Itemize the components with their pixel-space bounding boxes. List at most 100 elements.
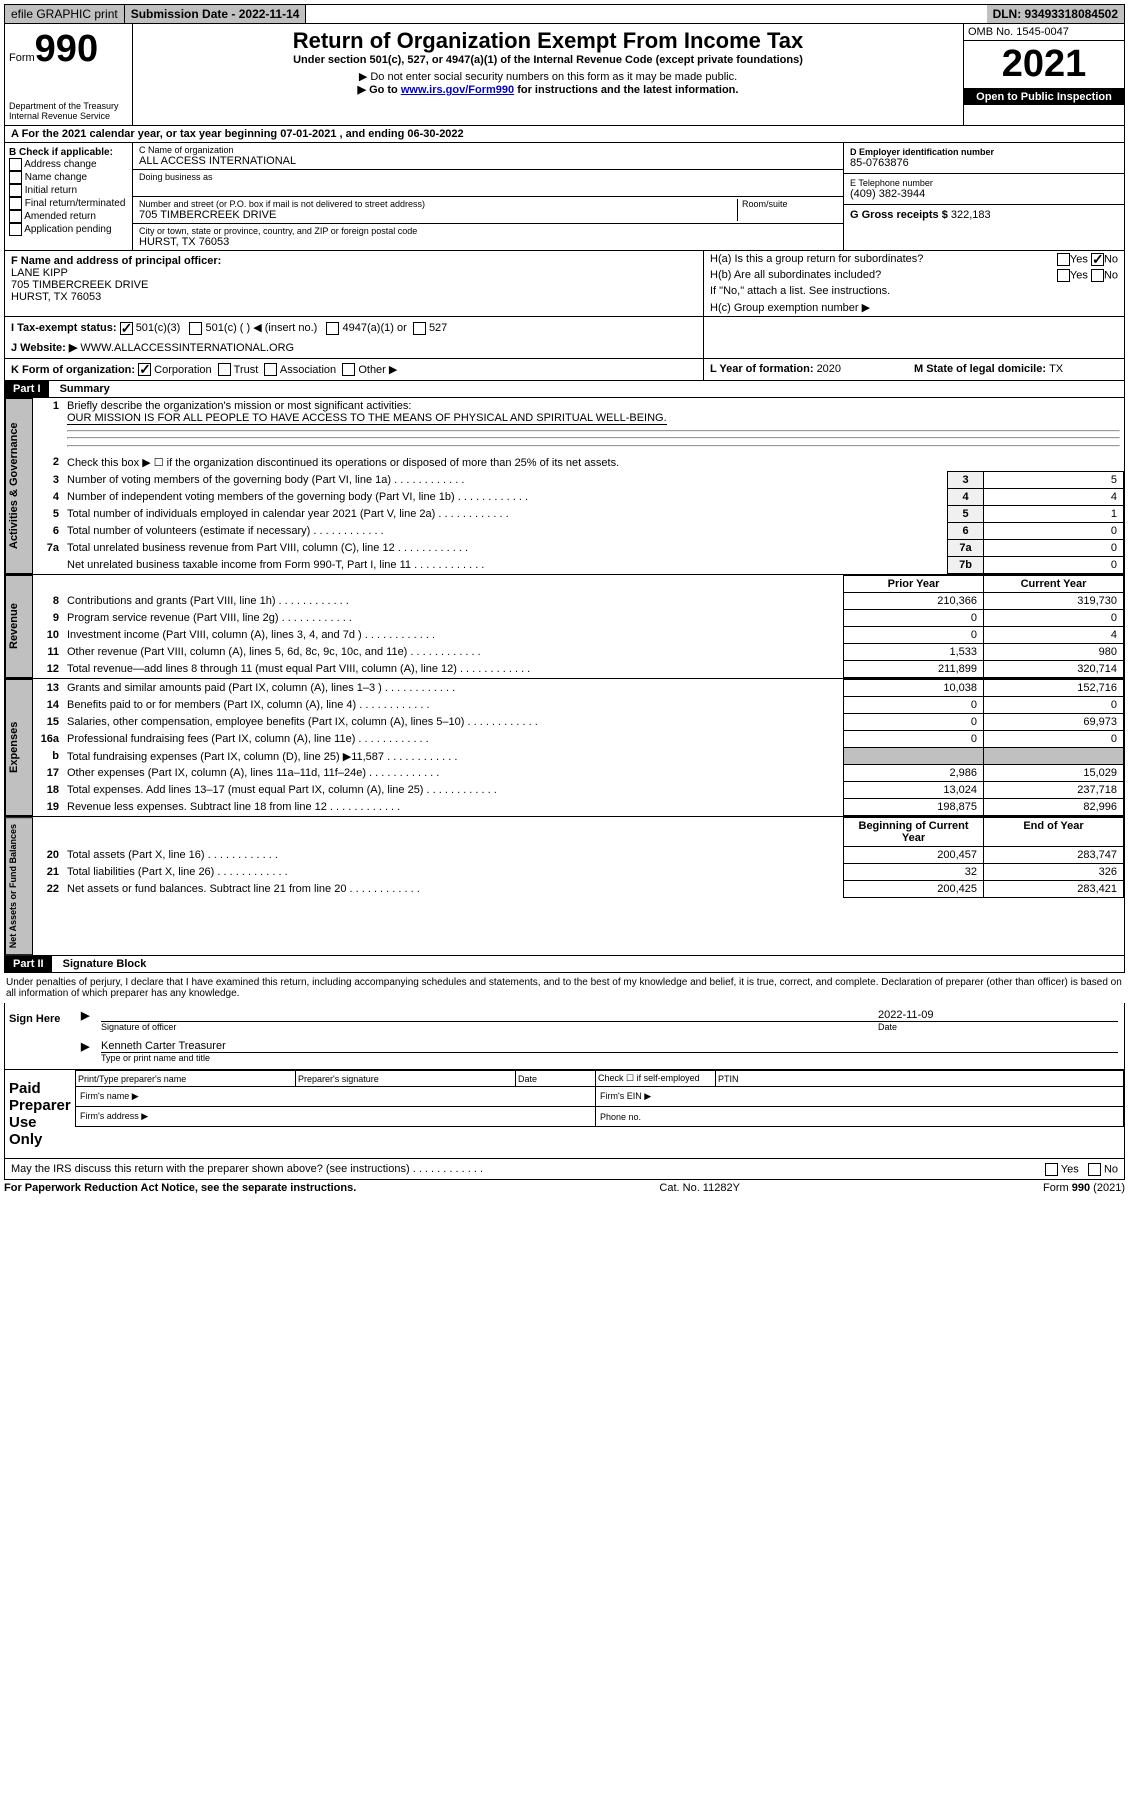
form-header: Form990 Department of the Treasury Inter…	[4, 24, 1125, 126]
line-desc: Number of independent voting members of …	[63, 489, 948, 506]
row-k-label: K Form of organization:	[11, 364, 135, 376]
line-num: 20	[33, 847, 63, 864]
chk-app-pending[interactable]	[9, 223, 22, 236]
penalty-text: Under penalties of perjury, I declare th…	[4, 973, 1125, 1003]
section-h: H(a) Is this a group return for subordin…	[704, 251, 1124, 316]
phone-value: (409) 382-3944	[850, 188, 1118, 200]
paid-preparer-block: Paid Preparer Use Only Print/Type prepar…	[4, 1070, 1125, 1159]
firm-name-label: Firm's name ▶	[76, 1087, 596, 1107]
governance-lines: 1 Briefly describe the organization's mi…	[33, 398, 1124, 574]
chk-discuss-yes[interactable]	[1045, 1163, 1058, 1176]
section-fh: F Name and address of principal officer:…	[4, 251, 1125, 317]
goto-prefix: ▶ Go to	[358, 84, 401, 96]
chk-other[interactable]	[342, 363, 355, 376]
preparer-table: Print/Type preparer's name Preparer's si…	[75, 1070, 1124, 1127]
year-formation: 2020	[817, 363, 841, 375]
prior-val	[844, 748, 984, 765]
line-desc: Other expenses (Part IX, column (A), lin…	[63, 765, 844, 782]
part1-body: Activities & Governance 1 Briefly descri…	[4, 398, 1125, 956]
row-j-label: J Website: ▶	[11, 342, 77, 354]
line-num: 17	[33, 765, 63, 782]
current-val: 283,421	[984, 881, 1124, 898]
opt-trust: Trust	[234, 364, 259, 376]
website-value: WWW.ALLACCESSINTERNATIONAL.ORG	[80, 342, 294, 354]
opt-initial-return: Initial return	[25, 185, 77, 196]
chk-501c[interactable]	[189, 322, 202, 335]
chk-ha-no[interactable]	[1091, 253, 1104, 266]
current-val: 283,747	[984, 847, 1124, 864]
chk-trust[interactable]	[218, 363, 231, 376]
current-val: 320,714	[984, 661, 1124, 678]
chk-discuss-no[interactable]	[1088, 1163, 1101, 1176]
line-box: 7b	[948, 557, 984, 574]
opt-4947: 4947(a)(1) or	[343, 322, 407, 334]
prior-val: 1,533	[844, 644, 984, 661]
officer-name: LANE KIPP	[11, 267, 697, 279]
hdr-end-year: End of Year	[984, 818, 1124, 847]
prep-name-label: Print/Type preparer's name	[76, 1071, 296, 1087]
chk-amended[interactable]	[9, 210, 22, 223]
firm-phone-label: Phone no.	[596, 1107, 1124, 1127]
current-val: 237,718	[984, 782, 1124, 799]
arrow-icon: ▶	[81, 1009, 101, 1022]
paperwork-notice: For Paperwork Reduction Act Notice, see …	[4, 1182, 356, 1194]
line-num: 4	[33, 489, 63, 506]
chk-hb-yes[interactable]	[1057, 269, 1070, 282]
phone-label: E Telephone number	[850, 178, 1118, 188]
line-desc: Grants and similar amounts paid (Part IX…	[63, 680, 844, 697]
chk-527[interactable]	[413, 322, 426, 335]
prior-val: 211,899	[844, 661, 984, 678]
chk-name-change[interactable]	[9, 171, 22, 184]
current-val: 980	[984, 644, 1124, 661]
topbar: efile GRAPHIC print Submission Date - 20…	[4, 4, 1125, 24]
netassets-lines: Beginning of Current Year End of Year 20…	[33, 817, 1124, 898]
prior-val: 10,038	[844, 680, 984, 697]
opt-assoc: Association	[280, 364, 336, 376]
line-num: 7a	[33, 540, 63, 557]
line-num: 3	[33, 472, 63, 489]
ha-yes: Yes	[1070, 253, 1088, 265]
line-desc: Number of voting members of the governin…	[63, 472, 948, 489]
prior-val: 0	[844, 627, 984, 644]
warn-goto: ▶ Go to www.irs.gov/Form990 for instruct…	[137, 83, 959, 96]
prior-val: 0	[844, 731, 984, 748]
chk-assoc[interactable]	[264, 363, 277, 376]
chk-501c3[interactable]	[120, 322, 133, 335]
row-a-prefix: A For the 2021 calendar year, or tax yea…	[11, 128, 280, 140]
line-desc: Total number of volunteers (estimate if …	[63, 523, 948, 540]
org-address: 705 TIMBERCREEK DRIVE	[139, 209, 737, 221]
prior-val: 200,425	[844, 881, 984, 898]
chk-corp[interactable]	[138, 363, 151, 376]
room-label: Room/suite	[737, 199, 837, 221]
section-klm: K Form of organization: Corporation Trus…	[4, 359, 1125, 382]
row-i-label: I Tax-exempt status:	[11, 322, 117, 334]
current-val: 0	[984, 697, 1124, 714]
line-num: b	[33, 748, 63, 765]
line-desc: Contributions and grants (Part VIII, lin…	[63, 593, 844, 610]
opt-name-change: Name change	[25, 172, 87, 183]
current-val	[984, 748, 1124, 765]
chk-initial-return[interactable]	[9, 184, 22, 197]
chk-final-return[interactable]	[9, 197, 22, 210]
line-desc: Revenue less expenses. Subtract line 18 …	[63, 799, 844, 816]
opt-corp: Corporation	[154, 364, 211, 376]
hb-note: If "No," attach a list. See instructions…	[704, 283, 1124, 299]
prep-sig-label: Preparer's signature	[296, 1071, 516, 1087]
chk-hb-no[interactable]	[1091, 269, 1104, 282]
form990-link[interactable]: www.irs.gov/Form990	[401, 84, 514, 96]
expense-lines: 13 Grants and similar amounts paid (Part…	[33, 679, 1124, 816]
tab-expenses: Expenses	[5, 679, 33, 816]
current-val: 4	[984, 627, 1124, 644]
tab-governance: Activities & Governance	[5, 398, 33, 574]
line-desc: Total revenue—add lines 8 through 11 (mu…	[63, 661, 844, 678]
line-num: 10	[33, 627, 63, 644]
chk-4947[interactable]	[326, 322, 339, 335]
line1-label: Briefly describe the organization's miss…	[67, 400, 411, 412]
tab-net-assets: Net Assets or Fund Balances	[5, 817, 33, 955]
efile-label[interactable]: efile GRAPHIC print	[5, 5, 125, 23]
prior-val: 0	[844, 714, 984, 731]
discuss-no: No	[1104, 1164, 1118, 1176]
line-box: 3	[948, 472, 984, 489]
chk-address-change[interactable]	[9, 158, 22, 171]
chk-ha-yes[interactable]	[1057, 253, 1070, 266]
